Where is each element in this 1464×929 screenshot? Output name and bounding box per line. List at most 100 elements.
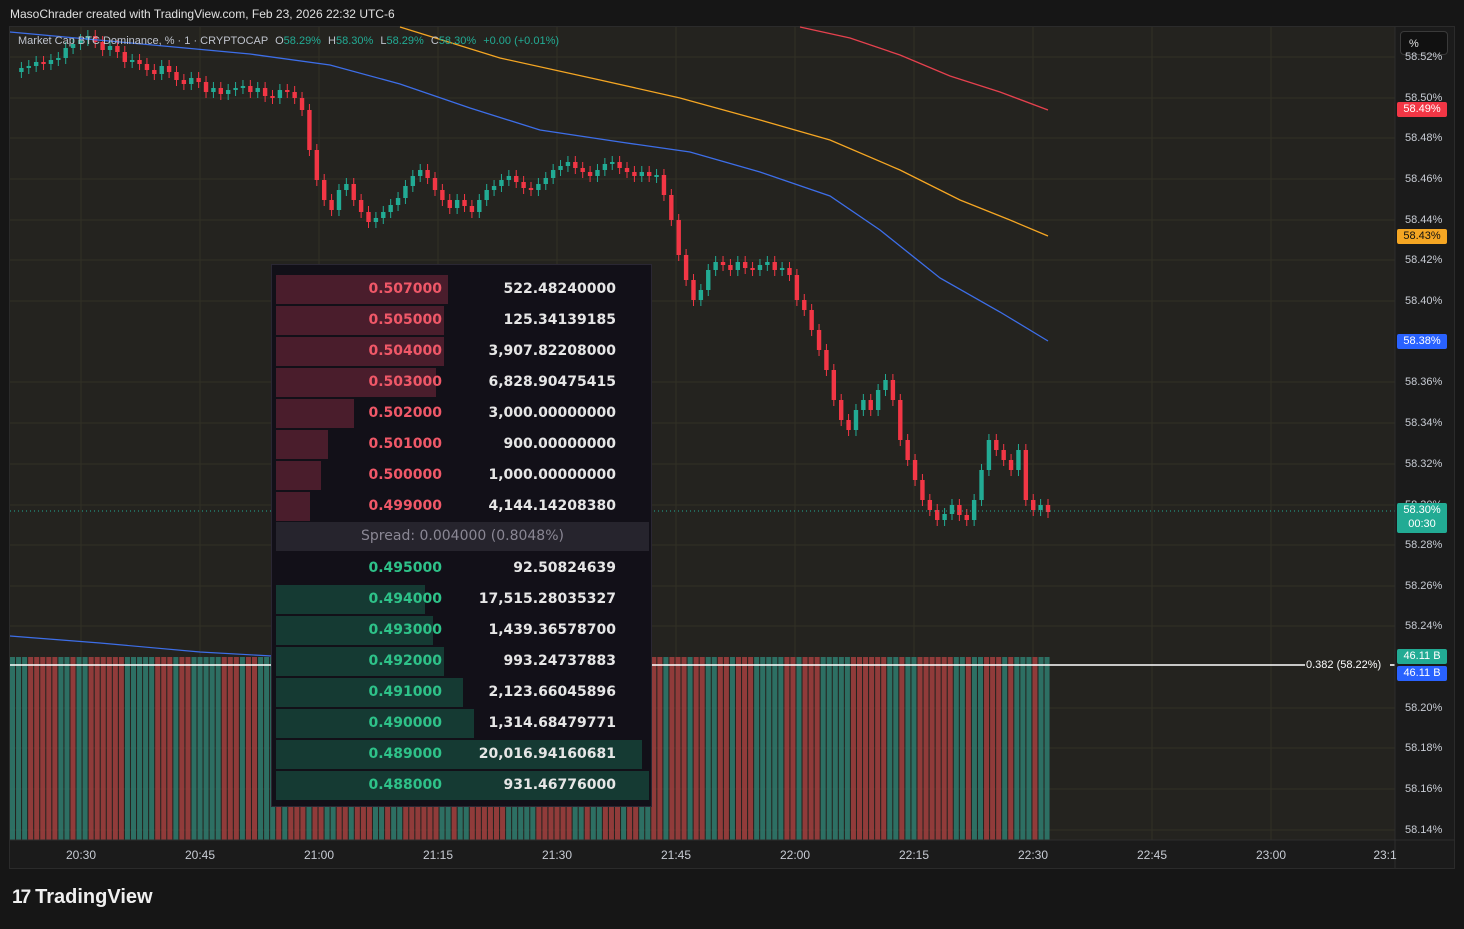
tradingview-brand[interactable]: 17 TradingView	[12, 886, 153, 909]
candle-body	[418, 170, 423, 176]
ask-depth-bar	[276, 306, 444, 335]
volume-bar	[748, 657, 754, 840]
volume-bar	[124, 657, 130, 840]
ask-row[interactable]: 0.502000 3,000.00000000	[276, 399, 649, 428]
candle-body	[336, 190, 342, 210]
candle-body	[853, 410, 859, 430]
candle-body	[1038, 505, 1043, 510]
candle-body	[757, 265, 763, 270]
bid-row[interactable]: 0.489000 20,016.94160681	[276, 740, 649, 769]
volume-bar	[959, 657, 965, 840]
candle-body	[19, 68, 24, 72]
volume-bar	[669, 657, 675, 840]
ask-amount: 3,000.00000000	[488, 405, 616, 421]
ask-row[interactable]: 0.505000 125.34139185	[276, 306, 649, 335]
ask-row[interactable]: 0.500000 1,000.00000000	[276, 461, 649, 490]
candle-body	[994, 440, 999, 450]
price-axis-label: 58.34%	[1405, 417, 1443, 429]
bid-row[interactable]: 0.491000 2,123.66045896	[276, 678, 649, 707]
price-axis-label: 58.18%	[1405, 742, 1443, 754]
tradingview-logo-icon: 17	[12, 886, 31, 908]
candle-body	[248, 86, 253, 92]
ask-row[interactable]: 0.507000 522.48240000	[276, 275, 649, 304]
bid-depth-bar	[276, 709, 474, 738]
candle-body	[56, 58, 61, 60]
volume-bar	[215, 657, 221, 840]
ask-row[interactable]: 0.499000 4,144.14208380	[276, 492, 649, 521]
candle-body	[152, 70, 157, 74]
candle-body	[454, 200, 460, 208]
volume-bar	[681, 657, 687, 840]
volume-bar	[693, 657, 699, 840]
candle-body	[720, 262, 726, 265]
symbol-name[interactable]: Market Cap BTC Dominance, % · 1 · CRYPTO…	[18, 35, 269, 47]
ask-price: 0.500000	[368, 467, 442, 483]
volume-bar	[1014, 657, 1020, 840]
candle-body	[669, 195, 674, 220]
volume-bar	[838, 657, 844, 840]
bid-amount: 1,314.68479771	[488, 715, 616, 731]
ask-row[interactable]: 0.501000 900.00000000	[276, 430, 649, 459]
candle-body	[307, 110, 312, 150]
volume-bar	[736, 657, 741, 840]
volume-bar	[118, 657, 124, 840]
candle-body	[706, 270, 711, 290]
brand-name: TradingView	[35, 886, 153, 908]
bid-row[interactable]: 0.490000 1,314.68479771	[276, 709, 649, 738]
candle-body	[573, 162, 578, 168]
candle-body	[425, 170, 430, 178]
volume-bar	[173, 657, 179, 840]
bid-row[interactable]: 0.494000 17,515.28035327	[276, 585, 649, 614]
candle-body	[93, 36, 98, 42]
low-label: L	[380, 35, 387, 47]
ask-depth-bar	[276, 275, 448, 304]
volume-bar	[191, 657, 197, 840]
bid-row[interactable]: 0.492000 993.24737883	[276, 647, 649, 676]
candle-body	[632, 172, 637, 176]
volume-bar	[935, 657, 941, 840]
fib-level-label[interactable]: 0.382 (58.22%)	[1306, 659, 1382, 671]
candle-body	[233, 88, 238, 90]
volume-bar	[143, 657, 149, 840]
volume-bar	[869, 657, 875, 840]
bid-row[interactable]: 0.488000 931.46776000	[276, 771, 649, 800]
ask-amount: 522.48240000	[503, 281, 616, 297]
candle-body	[469, 206, 475, 212]
price-axis-label: 58.28%	[1405, 539, 1443, 551]
volume-bar	[802, 657, 808, 840]
bid-amount: 931.46776000	[503, 777, 616, 793]
volume-bar	[808, 657, 814, 840]
bar-countdown: 00:30	[1408, 518, 1436, 530]
candle-body	[63, 48, 68, 58]
bid-amount: 993.24737883	[503, 653, 616, 669]
candle-body	[565, 162, 571, 166]
price-unit-button[interactable]: %	[1400, 31, 1448, 55]
volume-bar	[754, 657, 760, 840]
candle-body	[440, 190, 445, 200]
bid-depth-bar	[276, 678, 463, 707]
volume-bar	[1044, 657, 1050, 840]
volume-ma-tag: 46.11 B	[1397, 666, 1447, 681]
bid-price: 0.493000	[368, 622, 442, 638]
bid-row[interactable]: 0.493000 1,439.36578700	[276, 616, 649, 645]
candle-body	[107, 46, 113, 50]
bid-row[interactable]: 0.495000 92.50824639	[276, 554, 649, 583]
bid-amount: 17,515.28035327	[478, 591, 616, 607]
bid-amount: 2,123.66045896	[488, 684, 616, 700]
ask-row[interactable]: 0.504000 3,907.82208000	[276, 337, 649, 366]
candle-body	[514, 176, 519, 182]
ma-line-red	[799, 26, 1049, 111]
ask-amount: 6,828.90475415	[488, 374, 616, 390]
volume-bar	[687, 657, 693, 840]
change-value: +0.00 (+0.01%)	[483, 35, 560, 47]
price-axis-label: 58.20%	[1405, 702, 1443, 714]
volume-bar	[778, 657, 784, 840]
ask-price: 0.507000	[368, 281, 442, 297]
volume-bar	[784, 657, 790, 840]
candle-body	[875, 390, 881, 410]
bid-depth-bar	[276, 771, 649, 800]
bid-price: 0.492000	[368, 653, 442, 669]
symbol-legend[interactable]: Market Cap BTC Dominance, % · 1 · CRYPTO…	[18, 35, 559, 47]
ask-row[interactable]: 0.503000 6,828.90475415	[276, 368, 649, 397]
